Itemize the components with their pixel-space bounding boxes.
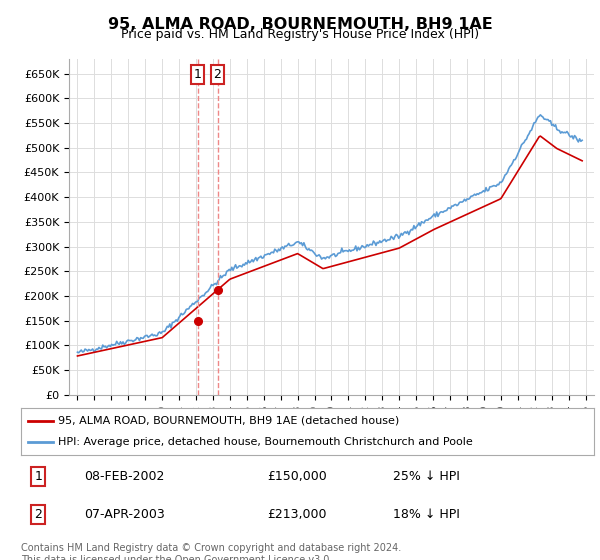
Text: 95, ALMA ROAD, BOURNEMOUTH, BH9 1AE (detached house): 95, ALMA ROAD, BOURNEMOUTH, BH9 1AE (det…	[58, 416, 400, 426]
Text: Price paid vs. HM Land Registry's House Price Index (HPI): Price paid vs. HM Land Registry's House …	[121, 28, 479, 41]
Text: HPI: Average price, detached house, Bournemouth Christchurch and Poole: HPI: Average price, detached house, Bour…	[58, 437, 473, 447]
Text: 08-FEB-2002: 08-FEB-2002	[84, 470, 164, 483]
Text: 95, ALMA ROAD, BOURNEMOUTH, BH9 1AE: 95, ALMA ROAD, BOURNEMOUTH, BH9 1AE	[107, 17, 493, 32]
Text: Contains HM Land Registry data © Crown copyright and database right 2024.
This d: Contains HM Land Registry data © Crown c…	[21, 543, 401, 560]
Text: £150,000: £150,000	[268, 470, 327, 483]
Text: 2: 2	[214, 68, 221, 81]
Text: 1: 1	[194, 68, 202, 81]
Text: £213,000: £213,000	[268, 508, 327, 521]
Text: 2: 2	[34, 508, 42, 521]
Text: 18% ↓ HPI: 18% ↓ HPI	[394, 508, 460, 521]
Text: 25% ↓ HPI: 25% ↓ HPI	[394, 470, 460, 483]
Text: 07-APR-2003: 07-APR-2003	[84, 508, 165, 521]
Text: 1: 1	[34, 470, 42, 483]
